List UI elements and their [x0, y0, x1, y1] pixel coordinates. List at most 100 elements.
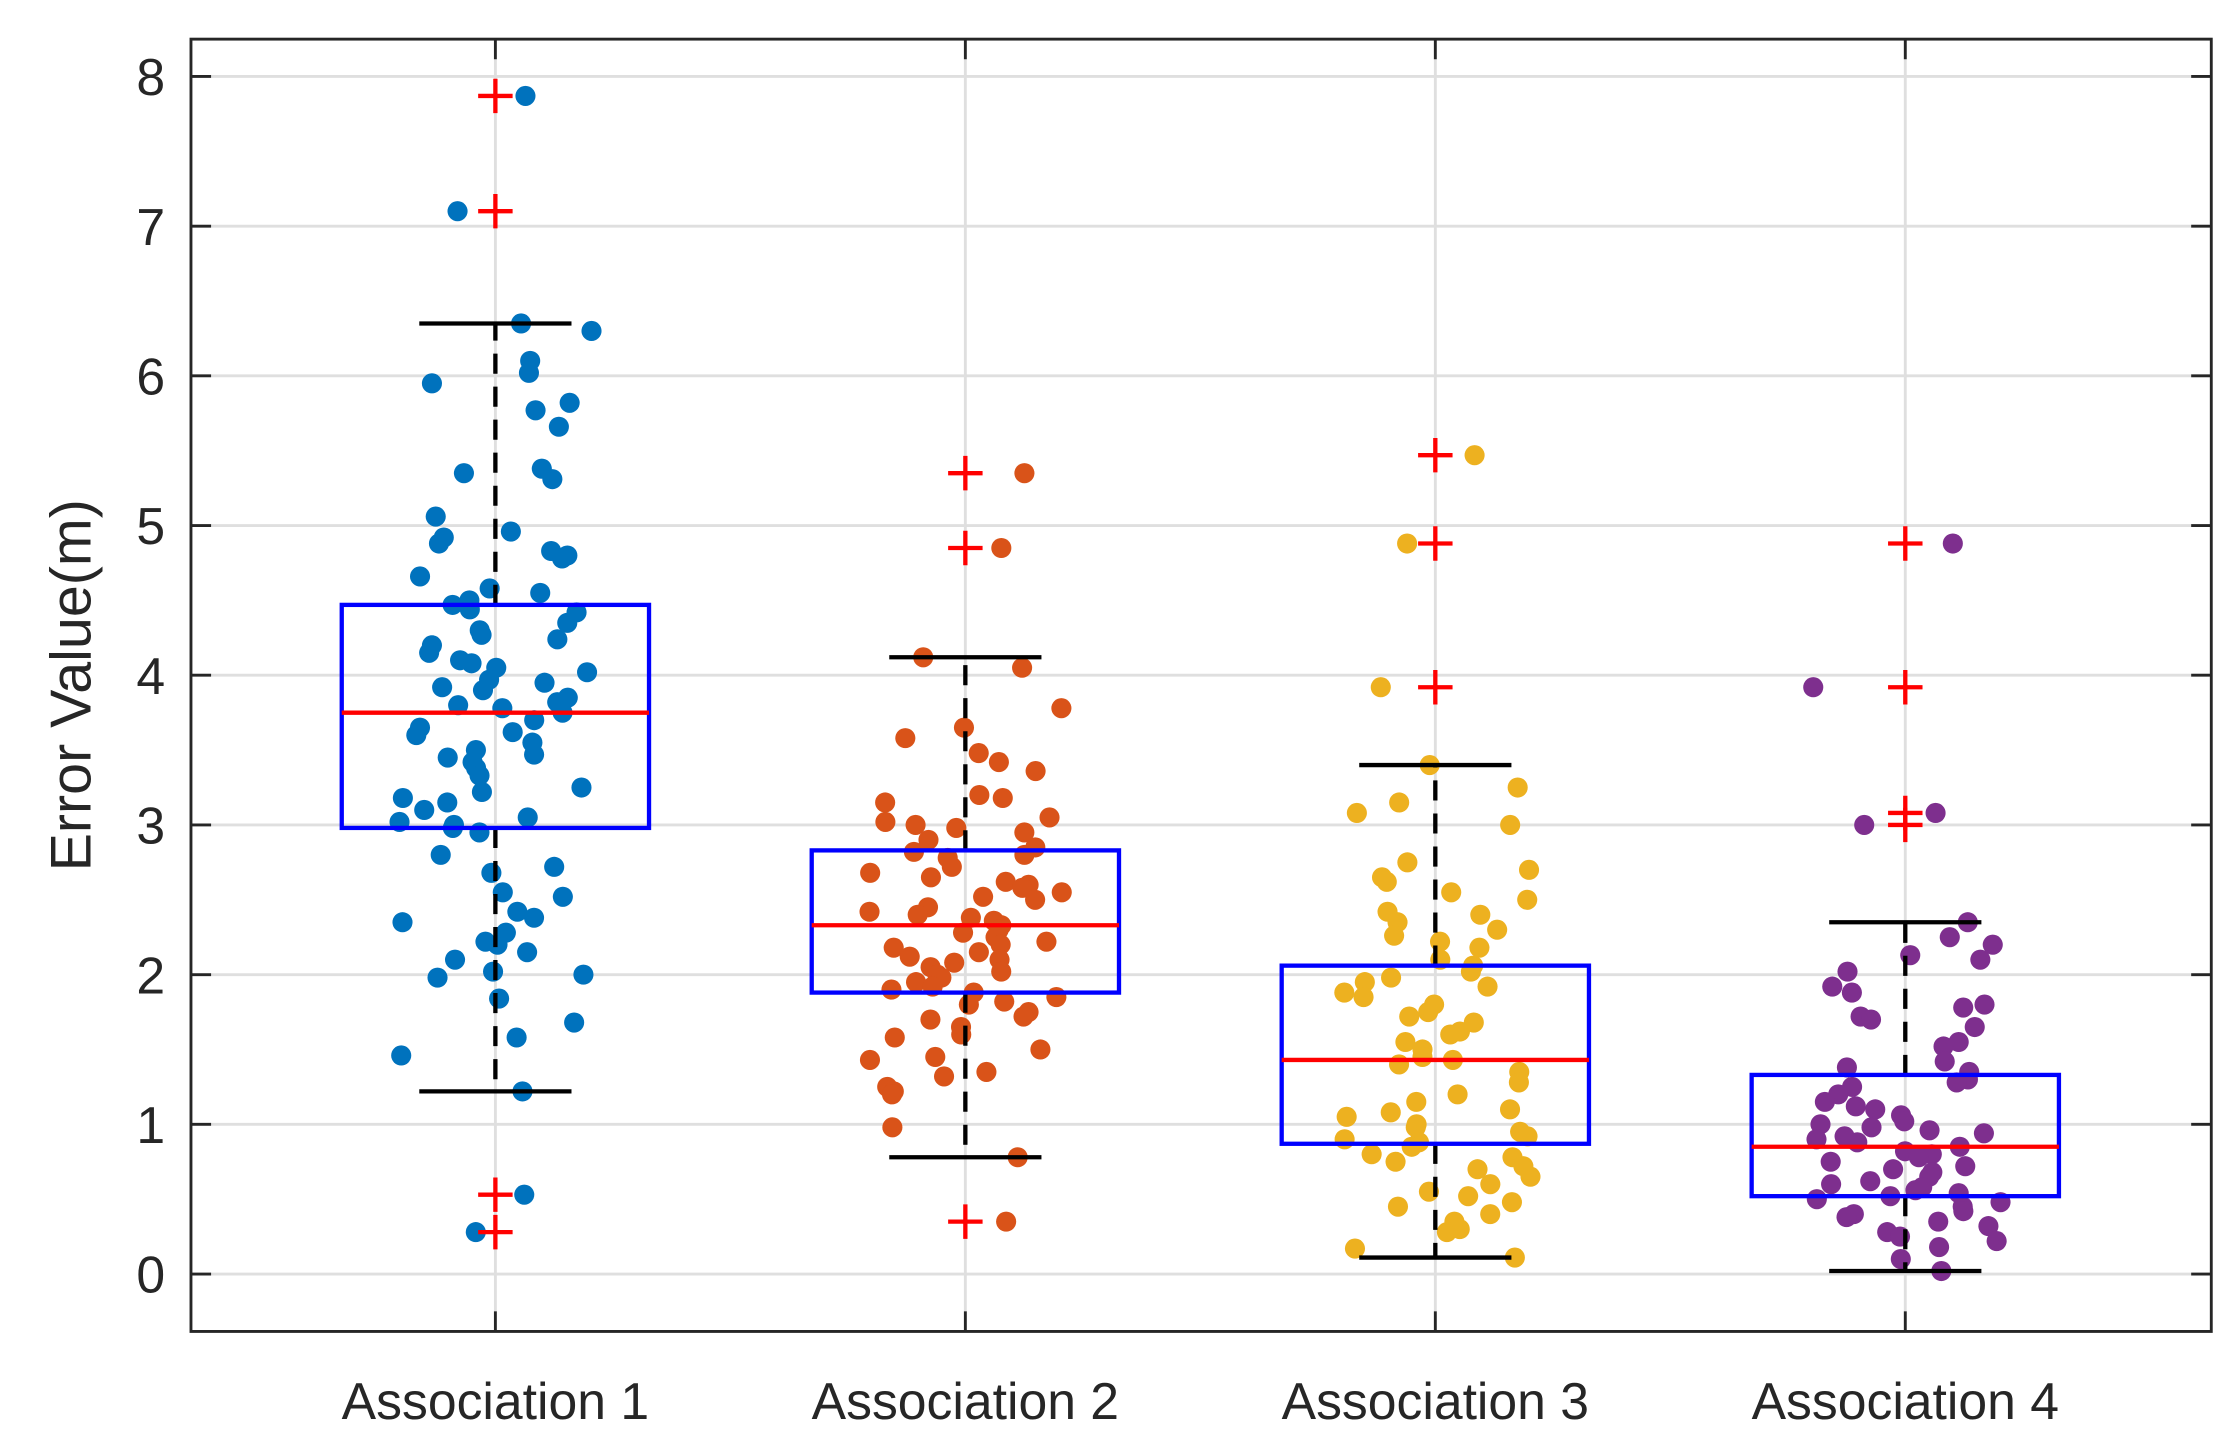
- data-point: [883, 937, 904, 958]
- data-point: [437, 747, 458, 768]
- data-point: [515, 85, 536, 106]
- data-point: [1934, 1051, 1955, 1072]
- data-point: [573, 964, 594, 985]
- data-point: [1440, 1024, 1461, 1045]
- data-point: [525, 400, 546, 421]
- data-point: [1974, 994, 1995, 1015]
- data-point: [1837, 961, 1858, 982]
- outlier-marker: [948, 530, 983, 566]
- data-point: [1504, 1247, 1525, 1268]
- y-tick-label: 6: [136, 348, 165, 406]
- x-tick-label: Association 4: [1752, 1372, 2059, 1430]
- data-point: [1014, 463, 1035, 484]
- y-tick-label: 2: [136, 946, 165, 1004]
- data-point: [1500, 814, 1521, 835]
- data-point: [1012, 657, 1033, 678]
- data-point: [1334, 982, 1355, 1003]
- data-point: [1344, 1238, 1366, 1259]
- data-point: [1860, 1009, 1882, 1030]
- data-point: [1883, 1159, 1904, 1180]
- data-point: [469, 822, 490, 843]
- data-point: [1014, 844, 1035, 865]
- data-point: [859, 1049, 881, 1071]
- data-point: [1953, 997, 1974, 1018]
- data-point: [444, 949, 466, 970]
- data-point: [941, 856, 962, 877]
- data-point: [564, 1012, 585, 1033]
- data-point: [481, 862, 502, 883]
- data-point: [1836, 1207, 1857, 1228]
- data-point: [1036, 931, 1057, 952]
- data-point: [960, 907, 981, 928]
- data-point: [492, 698, 513, 719]
- data-point: [1380, 1102, 1401, 1123]
- data-point: [1847, 1132, 1868, 1153]
- data-point: [514, 1184, 535, 1205]
- data-point: [1890, 1248, 1911, 1270]
- data-point: [461, 653, 482, 674]
- data-point: [492, 882, 513, 903]
- data-point: [1397, 852, 1418, 873]
- data-point: [577, 662, 598, 683]
- data-point: [409, 566, 431, 587]
- y-tick-label: 0: [136, 1246, 165, 1304]
- data-point: [1346, 802, 1367, 824]
- data-point: [953, 717, 975, 738]
- data-point: [992, 787, 1013, 809]
- data-point: [1964, 1016, 1985, 1038]
- data-point: [1051, 698, 1072, 719]
- data-point: [860, 862, 881, 883]
- data-point: [406, 725, 427, 746]
- data-point: [1978, 1216, 1999, 1237]
- outlier-marker: [478, 193, 513, 229]
- outlier-marker: [1418, 669, 1453, 705]
- data-point: [946, 817, 967, 838]
- y-tick-label: 8: [136, 48, 165, 106]
- data-point: [875, 811, 896, 832]
- data-point: [1814, 1091, 1835, 1112]
- data-point: [990, 934, 1011, 955]
- data-point: [1385, 1151, 1406, 1172]
- data-point: [1820, 1151, 1841, 1172]
- data-point: [1376, 871, 1397, 892]
- data-point: [425, 506, 446, 527]
- data-point: [1477, 976, 1498, 997]
- data-point: [1370, 677, 1391, 698]
- data-point: [1854, 814, 1875, 835]
- data-point: [976, 1061, 997, 1082]
- data-point: [581, 320, 602, 342]
- data-point: [552, 886, 573, 907]
- outlier-marker: [478, 1214, 513, 1250]
- data-point: [483, 961, 504, 982]
- data-point: [1381, 967, 1402, 988]
- data-point: [1499, 1099, 1521, 1120]
- data-point: [427, 967, 448, 988]
- data-point: [944, 952, 965, 973]
- data-point: [542, 469, 563, 490]
- data-point: [958, 994, 979, 1015]
- data-point: [1517, 1126, 1538, 1147]
- data-point: [1860, 1171, 1881, 1192]
- y-tick-label: 4: [136, 647, 165, 705]
- data-point: [430, 844, 451, 865]
- data-point: [952, 922, 974, 943]
- data-point: [933, 1066, 955, 1087]
- data-point: [453, 463, 474, 484]
- data-point: [899, 946, 920, 967]
- data-point: [920, 867, 941, 888]
- data-point: [1012, 877, 1033, 898]
- data-point: [1986, 1231, 2007, 1252]
- data-point: [471, 624, 492, 645]
- data-point: [918, 829, 939, 850]
- data-point: [517, 807, 538, 828]
- data-point: [1353, 987, 1374, 1008]
- data-point: [1836, 1057, 1857, 1078]
- data-point: [414, 799, 435, 821]
- data-point: [884, 1027, 905, 1048]
- data-point: [534, 672, 555, 693]
- outlier-marker: [948, 1204, 983, 1239]
- boxes: [339, 78, 2062, 1274]
- data-point: [1469, 937, 1490, 958]
- x-tick-label: Association 2: [812, 1372, 1119, 1430]
